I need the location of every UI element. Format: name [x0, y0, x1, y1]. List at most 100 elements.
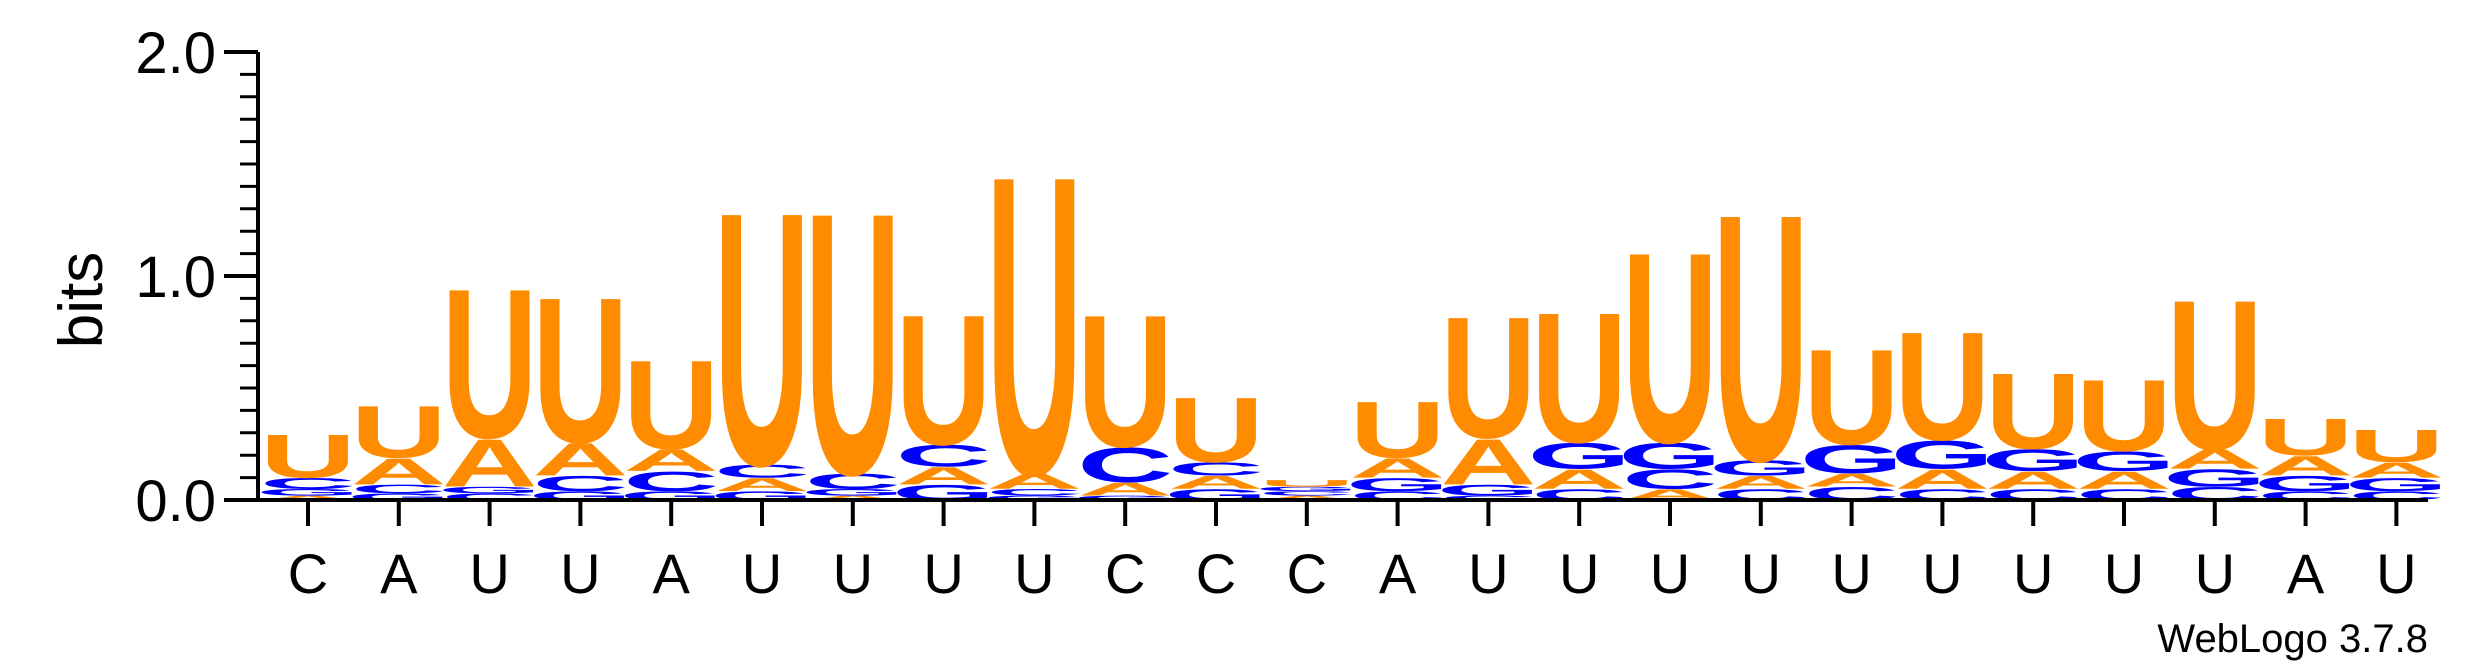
logo-letter-G: G: [2072, 446, 2175, 477]
logo-letter-G: G: [1891, 432, 1994, 477]
logo-letter-glyph: C: [986, 487, 1082, 497]
logo-letter-G: G: [2163, 464, 2266, 492]
logo-letter-A: A: [351, 451, 447, 492]
logo-letter-G: G: [2345, 474, 2448, 495]
logo-letter-glyph: U: [1531, 275, 1627, 482]
logo-letter-glyph: A: [896, 462, 992, 490]
logo-letter-C: C: [442, 492, 538, 502]
logo-letter-glyph: G: [438, 485, 541, 495]
logo-letter-U: U: [1622, 197, 1718, 501]
x-tick-label: C: [288, 542, 328, 605]
logo-letter-glyph: C: [260, 475, 356, 492]
logo-letter-A: A: [1350, 453, 1446, 484]
x-tick-label: U: [1922, 542, 1962, 605]
logo-letter-glyph: G: [347, 492, 450, 502]
logo-letter-A: A: [1168, 472, 1264, 493]
logo-letter-glyph: G: [256, 487, 359, 497]
logo-letter-G: G: [1073, 494, 1176, 501]
logo-letter-A: A: [805, 494, 901, 501]
logo-letter-glyph: G: [1618, 435, 1721, 476]
logo-letter-C: C: [532, 472, 628, 496]
x-tick-label: U: [742, 542, 782, 605]
logo-letter-G: G: [256, 487, 359, 497]
logo-letter-glyph: A: [805, 494, 901, 501]
logo-letter-A: A: [1985, 467, 2081, 495]
y-ticks: 0.0 1.0 2.0: [135, 21, 258, 534]
logo-letter-C: C: [896, 439, 992, 473]
logo-letter-G: G: [1800, 437, 1903, 482]
logo-letter-glyph: C: [1259, 490, 1355, 497]
x-tick-label: U: [1559, 542, 1599, 605]
logo-letter-glyph: U: [896, 277, 992, 484]
logo-letter-glyph: C: [805, 469, 901, 493]
logo-letter-glyph: U: [1622, 197, 1718, 501]
logo-letter-A: A: [2076, 467, 2172, 495]
logo-letter-glyph: G: [2345, 474, 2448, 495]
logo-letter-glyph: A: [2076, 467, 2172, 495]
logo-letter-C: C: [986, 487, 1082, 497]
logo-letter-glyph: A: [1894, 464, 1990, 495]
x-tick-label: U: [833, 542, 873, 605]
x-tick-label: U: [1014, 542, 1054, 605]
logo-letter-glyph: C: [714, 461, 810, 482]
logo-letter-U: U: [1713, 142, 1809, 535]
x-tick-label: U: [2013, 542, 2053, 605]
logo-letter-C: C: [351, 482, 447, 496]
x-tick-label: C: [1287, 542, 1327, 605]
logo-letter-glyph: U: [1894, 299, 1990, 473]
logo-letter-glyph: A: [1168, 472, 1264, 493]
y-axis-label: bits: [47, 252, 116, 348]
logo-letter-glyph: U: [1077, 275, 1173, 487]
logo-letter-U: U: [986, 88, 1082, 565]
logo-letter-C: C: [260, 475, 356, 492]
x-tick-label: C: [1105, 542, 1145, 605]
x-tick-label: C: [1196, 542, 1236, 605]
logo-letter-U: U: [1259, 478, 1355, 488]
logo-letter-A: A: [623, 443, 719, 477]
logo-letter-U: U: [1440, 280, 1536, 474]
logo-letter-glyph: A: [1985, 467, 2081, 495]
logo-letter-glyph: U: [623, 333, 719, 476]
logo-letter-glyph: A: [714, 474, 810, 495]
x-tick-label: U: [2104, 542, 2144, 605]
x-tick-label: A: [1379, 542, 1417, 605]
x-tick-label: U: [1831, 542, 1871, 605]
x-tick-label: U: [560, 542, 600, 605]
logo-letter-G: G: [1255, 485, 1358, 492]
credit-label: WebLogo 3.7.8: [2157, 617, 2428, 661]
logo-letter-glyph: A: [623, 443, 719, 477]
logo-letter-A: A: [260, 494, 356, 501]
logo-letter-G: G: [983, 494, 1086, 501]
logo-letter-C: C: [714, 461, 810, 482]
logo-letter-glyph: U: [1985, 350, 2081, 471]
logo-letter-glyph: G: [2072, 446, 2175, 477]
logo-letter-U: U: [442, 244, 538, 483]
logo-letter-U: U: [260, 422, 356, 491]
logo-letter-U: U: [1985, 350, 2081, 471]
letter-stacks: AGCUGCAUCGAUGCAUGCAUGACUAGCUGACUGCAUGACU…: [256, 88, 2448, 565]
logo-letter-glyph: A: [2258, 450, 2354, 481]
logo-letter-U: U: [1894, 299, 1990, 473]
logo-letter-glyph: U: [2258, 408, 2354, 467]
logo-letter-A: A: [896, 462, 992, 490]
logo-letter-G: G: [2254, 472, 2357, 496]
logo-letter-glyph: A: [532, 434, 628, 486]
logo-letter-C: C: [1077, 438, 1173, 493]
logo-letter-A: A: [986, 469, 1082, 493]
logo-letter-G: G: [1981, 443, 2084, 477]
logo-letter-G: G: [438, 485, 541, 495]
logo-letter-G: G: [1527, 435, 1630, 476]
logo-letter-C: C: [1168, 459, 1264, 480]
x-tick-label: A: [380, 542, 418, 605]
logo-letter-U: U: [896, 277, 992, 484]
logo-letter-A: A: [442, 425, 538, 501]
logo-letter-C: C: [805, 469, 901, 493]
logo-letter-glyph: G: [1073, 494, 1176, 501]
logo-letter-glyph: U: [260, 422, 356, 491]
logo-letter-glyph: U: [1440, 280, 1536, 474]
logo-letter-glyph: U: [1713, 142, 1809, 535]
logo-letter-glyph: U: [1804, 321, 1900, 474]
logo-letter-glyph: U: [2348, 420, 2444, 472]
logo-letter-G: G: [347, 492, 450, 502]
